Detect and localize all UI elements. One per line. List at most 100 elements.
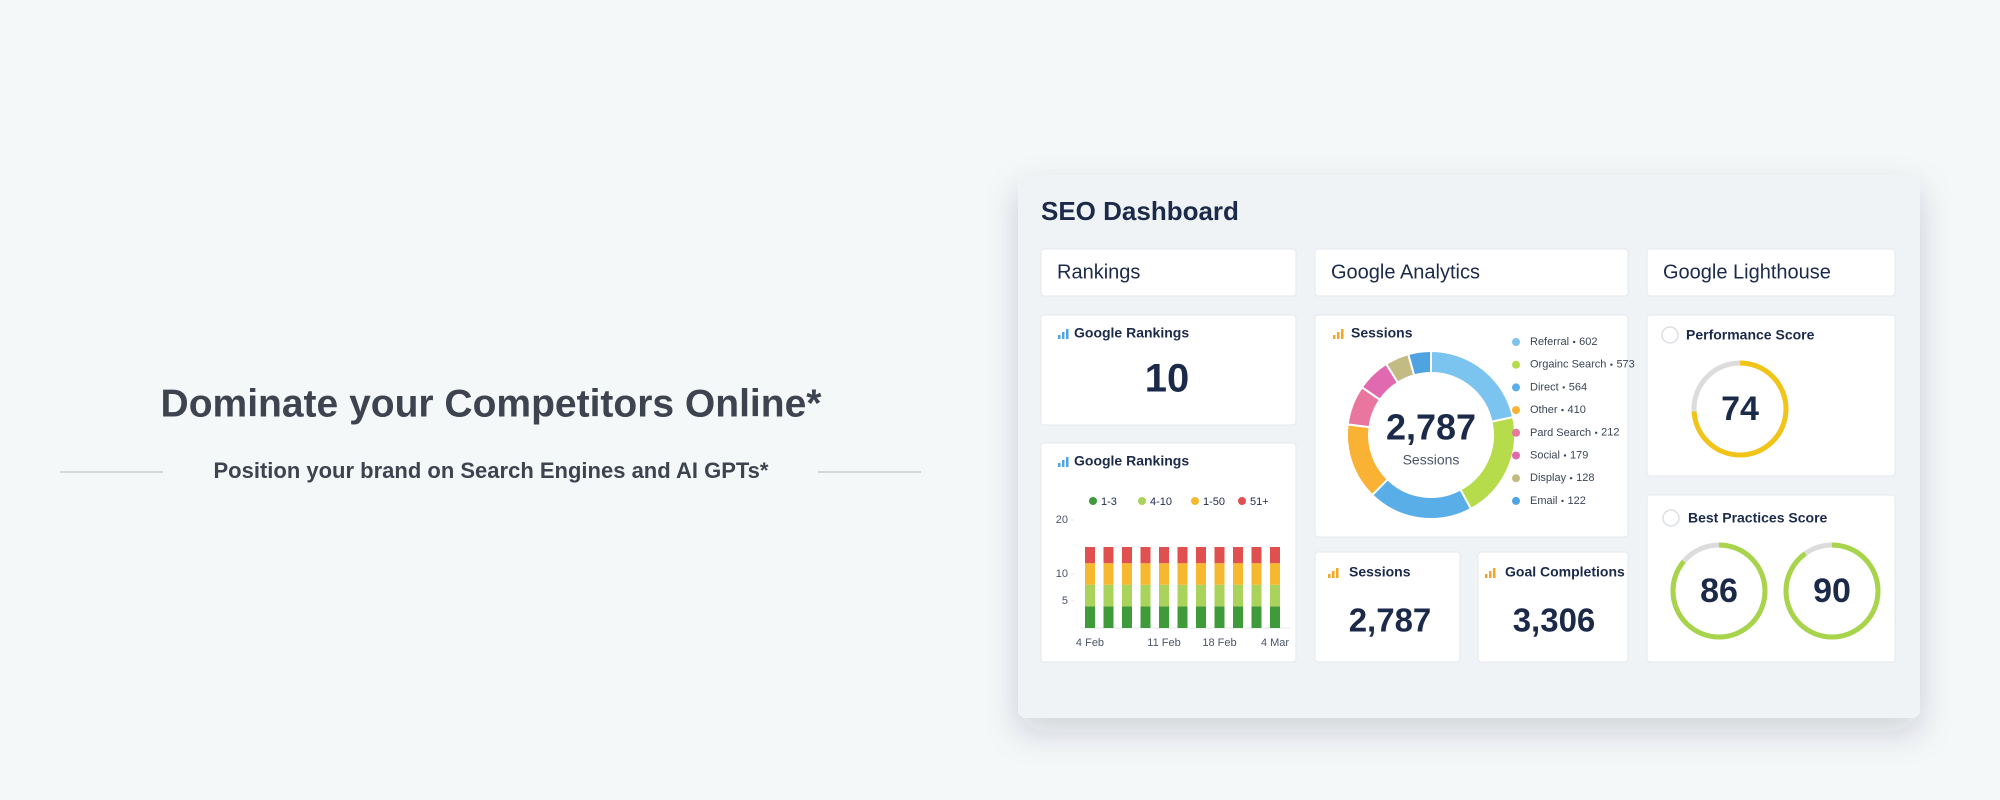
legend-value: 212 [1601, 427, 1619, 439]
icon [1661, 326, 1679, 344]
icon [1058, 457, 1069, 467]
gauge-value: 86 [1700, 572, 1738, 610]
legend-dot [1191, 497, 1199, 505]
bar-segment [1214, 547, 1225, 564]
legend-label: Pard Search [1530, 427, 1591, 439]
separator-dot [1562, 386, 1565, 389]
y-tick-label: 20 [1056, 514, 1068, 526]
card-title: Best Practices Score [1688, 510, 1828, 526]
hero-title: Dominate your Competitors Online* [161, 382, 823, 425]
bar-segment [1085, 606, 1095, 628]
bar-segment [1103, 563, 1114, 585]
separator-dot [1569, 477, 1573, 480]
donut-center-value: 2,787 [1386, 407, 1476, 448]
legend-dot [1512, 451, 1520, 460]
bar-segment [1122, 547, 1132, 564]
x-tick-label: 18 Feb [1202, 637, 1236, 649]
card-title: Performance Score [1686, 327, 1815, 343]
separator-dot [1561, 408, 1564, 412]
legend-name: Social [1530, 449, 1560, 461]
legend-value: 128 [1576, 472, 1594, 484]
gauge-arc [1691, 360, 1789, 458]
bar-segment [1159, 563, 1169, 585]
separator-dot [1594, 431, 1598, 434]
dashboard-title: SEO Dashboard [1041, 196, 1239, 226]
bar-segment [1103, 606, 1114, 628]
bar-segment [1122, 606, 1132, 628]
bar-segment [1196, 584, 1206, 607]
bar-segment [1122, 563, 1132, 585]
legend-value: 602 [1579, 336, 1597, 348]
bar-segment [1159, 606, 1169, 628]
y-tick-label: 5 [1062, 595, 1068, 607]
bar-segment [1251, 606, 1262, 628]
card-title: Sessions [1351, 325, 1413, 341]
bar-segment [1233, 606, 1243, 628]
separator-dot [1610, 363, 1613, 366]
bar-segment [1085, 547, 1095, 564]
legend-name: Pard Search [1530, 427, 1591, 439]
bar-segment [1196, 547, 1206, 564]
legend-dot [1512, 496, 1520, 505]
bar-segment [1196, 606, 1206, 628]
bar-segment [1251, 563, 1262, 585]
bar-segment [1251, 547, 1262, 564]
bar-segment [1270, 547, 1280, 564]
bar-segment [1214, 606, 1225, 628]
legend-dot [1238, 497, 1246, 505]
icon [1662, 509, 1680, 527]
legend-dot [1512, 383, 1520, 392]
legend-dot [1138, 497, 1146, 505]
legend-label: Display [1530, 472, 1567, 484]
gauge-value: 90 [1813, 572, 1851, 610]
card-title: Google Rankings [1074, 325, 1189, 341]
legend-dot [1512, 360, 1520, 369]
separator-dot [1561, 499, 1564, 503]
kpi-card [1477, 551, 1629, 663]
gauge-value: 74 [1721, 390, 1759, 428]
legend-value: 179 [1570, 449, 1588, 461]
bar-segment [1103, 547, 1114, 564]
legend-name: Display [1530, 472, 1567, 484]
kpi-card [1040, 314, 1297, 426]
legend-dot [1089, 497, 1097, 505]
legend-label: Social [1530, 449, 1560, 461]
bar-segment [1177, 547, 1188, 564]
bar-segment [1214, 563, 1225, 585]
bar-segment [1159, 584, 1169, 607]
bar-segment [1270, 606, 1280, 628]
legend-dot [1512, 338, 1520, 346]
gauge-arc [1783, 542, 1881, 640]
bar-segment [1270, 563, 1280, 585]
legend-value: 122 [1568, 495, 1586, 507]
legend-value: 564 [1569, 381, 1587, 393]
gauge-card [1646, 314, 1896, 477]
donut-segment [1406, 349, 1432, 377]
bar-segment [1103, 584, 1114, 607]
hero-subtitle: Position your brand on Search Engines an… [214, 458, 769, 483]
bar-segment [1085, 584, 1095, 607]
bar-segment [1177, 563, 1188, 585]
kpi-value: 2,787 [1349, 602, 1432, 639]
legend-dot [1512, 474, 1520, 483]
separator-dot [1572, 340, 1576, 344]
legend-label: 51+ [1250, 496, 1269, 508]
bar-segment [1177, 606, 1188, 628]
legend-name: Other [1530, 404, 1558, 416]
card-title: Sessions [1349, 564, 1411, 580]
bar-segment [1159, 547, 1169, 564]
section-title: Google Lighthouse [1663, 261, 1831, 283]
section-header [1646, 248, 1896, 297]
legend-dot [1512, 406, 1520, 415]
section-title: Rankings [1057, 261, 1140, 283]
bar-segment [1233, 547, 1243, 564]
legend-name: Email [1530, 495, 1558, 507]
bar-segment [1233, 584, 1243, 607]
legend-label: 1-50 [1203, 496, 1225, 508]
icon [1058, 329, 1069, 339]
icon [1333, 329, 1344, 339]
legend-value: 573 [1616, 359, 1634, 371]
bar-segment [1233, 563, 1243, 585]
